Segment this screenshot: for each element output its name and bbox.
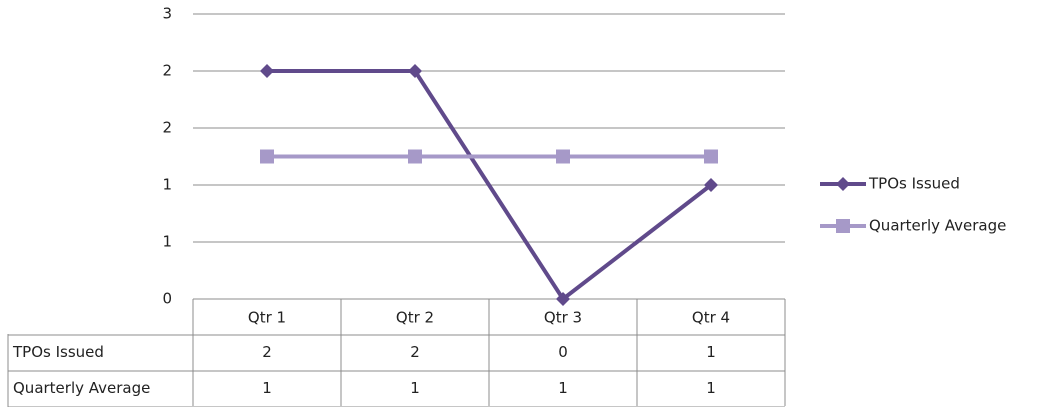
table-value: 1 xyxy=(706,379,716,397)
point xyxy=(260,64,274,78)
point xyxy=(260,149,274,164)
y-tick-label: 0 xyxy=(162,290,172,308)
table-value: 1 xyxy=(558,379,568,397)
point xyxy=(704,149,718,164)
table-value: 1 xyxy=(706,343,716,361)
table-value: 1 xyxy=(262,379,272,397)
y-tick-label: 2 xyxy=(162,62,172,80)
table-value: 0 xyxy=(558,343,568,361)
point xyxy=(556,149,570,164)
x-tick-label: Qtr 2 xyxy=(396,309,434,327)
table-series-name: Quarterly Average xyxy=(13,379,150,397)
y-tick-label: 2 xyxy=(162,119,172,137)
point xyxy=(408,64,422,78)
y-tick-label: 1 xyxy=(162,176,172,194)
table-value: 2 xyxy=(410,343,420,361)
y-tick-label: 3 xyxy=(162,5,172,23)
legend-label: TPOs Issued xyxy=(868,175,960,193)
x-tick-label: Qtr 4 xyxy=(692,309,730,327)
point xyxy=(704,178,718,192)
table-value: 2 xyxy=(262,343,272,361)
line-series xyxy=(267,69,713,302)
table-series-name: TPOs Issued xyxy=(12,343,104,361)
x-tick-label: Qtr 1 xyxy=(248,309,286,327)
legend-marker xyxy=(836,219,850,233)
y-tick-label: 1 xyxy=(162,233,172,251)
legend-marker xyxy=(836,177,850,191)
table-value: 1 xyxy=(410,379,420,397)
legend-label: Quarterly Average xyxy=(869,217,1006,235)
x-tick-label: Qtr 3 xyxy=(544,309,582,327)
point xyxy=(408,149,422,164)
point xyxy=(556,292,570,306)
